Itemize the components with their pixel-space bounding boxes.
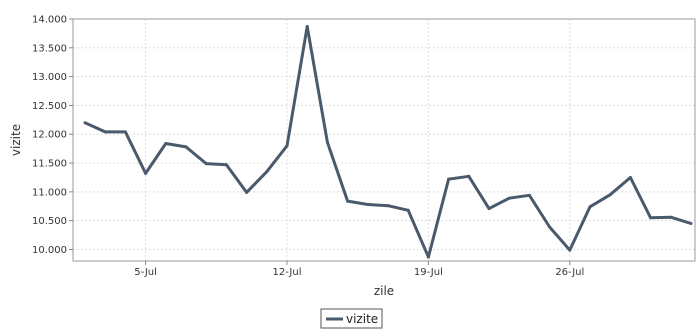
y-tick-label: 12.000 [32, 130, 67, 141]
y-axis: 10.000 10.500 11.000 11.500 12.000 12.500 13.0… [32, 15, 73, 256]
legend-label: vizite [346, 312, 378, 326]
data-point [83, 121, 87, 125]
data-point [426, 255, 430, 259]
data-point [669, 215, 673, 219]
data-point [184, 145, 188, 149]
legend-box [320, 308, 383, 329]
data-point [204, 162, 208, 166]
data-point [164, 141, 168, 145]
y-tick-label: 13.000 [32, 72, 67, 83]
data-point [245, 190, 249, 194]
x-tick-label: 26-Jul [555, 267, 584, 278]
x-axis: 5-Jul 12-Jul 19-Jul 26-Jul [134, 261, 584, 278]
grid-lines [73, 18, 695, 261]
data-point [568, 248, 572, 252]
data-point [265, 170, 269, 174]
y-tick-label: 11.000 [32, 187, 67, 198]
y-axis-title: vizite [9, 124, 23, 156]
x-axis-title: zile [374, 284, 394, 298]
data-point [224, 163, 228, 167]
y-tick-label: 13.500 [32, 43, 67, 54]
data-point [386, 204, 390, 208]
data-point [507, 196, 511, 200]
y-tick-label: 10.000 [32, 245, 67, 256]
data-point [285, 144, 289, 148]
data-point [346, 199, 350, 203]
x-tick-label: 19-Jul [414, 267, 443, 278]
data-point [103, 130, 107, 134]
plot-area [72, 18, 696, 262]
data-point [123, 130, 127, 134]
data-point [628, 175, 632, 179]
y-tick-label: 11.500 [32, 159, 67, 170]
data-point [406, 208, 410, 212]
y-tick-label: 12.500 [32, 101, 67, 112]
data-point [548, 225, 552, 229]
x-tick-label: 5-Jul [134, 267, 157, 278]
data-point [649, 216, 653, 220]
y-tick-label: 10.500 [32, 216, 67, 227]
data-point [325, 140, 329, 144]
data-point [689, 222, 693, 226]
data-point [608, 193, 612, 197]
data-point [447, 177, 451, 181]
data-point [467, 174, 471, 178]
data-point [144, 171, 148, 175]
data-point [366, 203, 370, 207]
series-line-vizite [84, 25, 692, 259]
data-point [588, 205, 592, 209]
legend: vizite [320, 308, 383, 329]
data-point [487, 207, 491, 211]
data-point [527, 193, 531, 197]
series-layer [83, 24, 693, 259]
x-tick-label: 12-Jul [273, 267, 302, 278]
data-point [305, 24, 309, 28]
y-tick-label: 14.000 [32, 15, 67, 26]
